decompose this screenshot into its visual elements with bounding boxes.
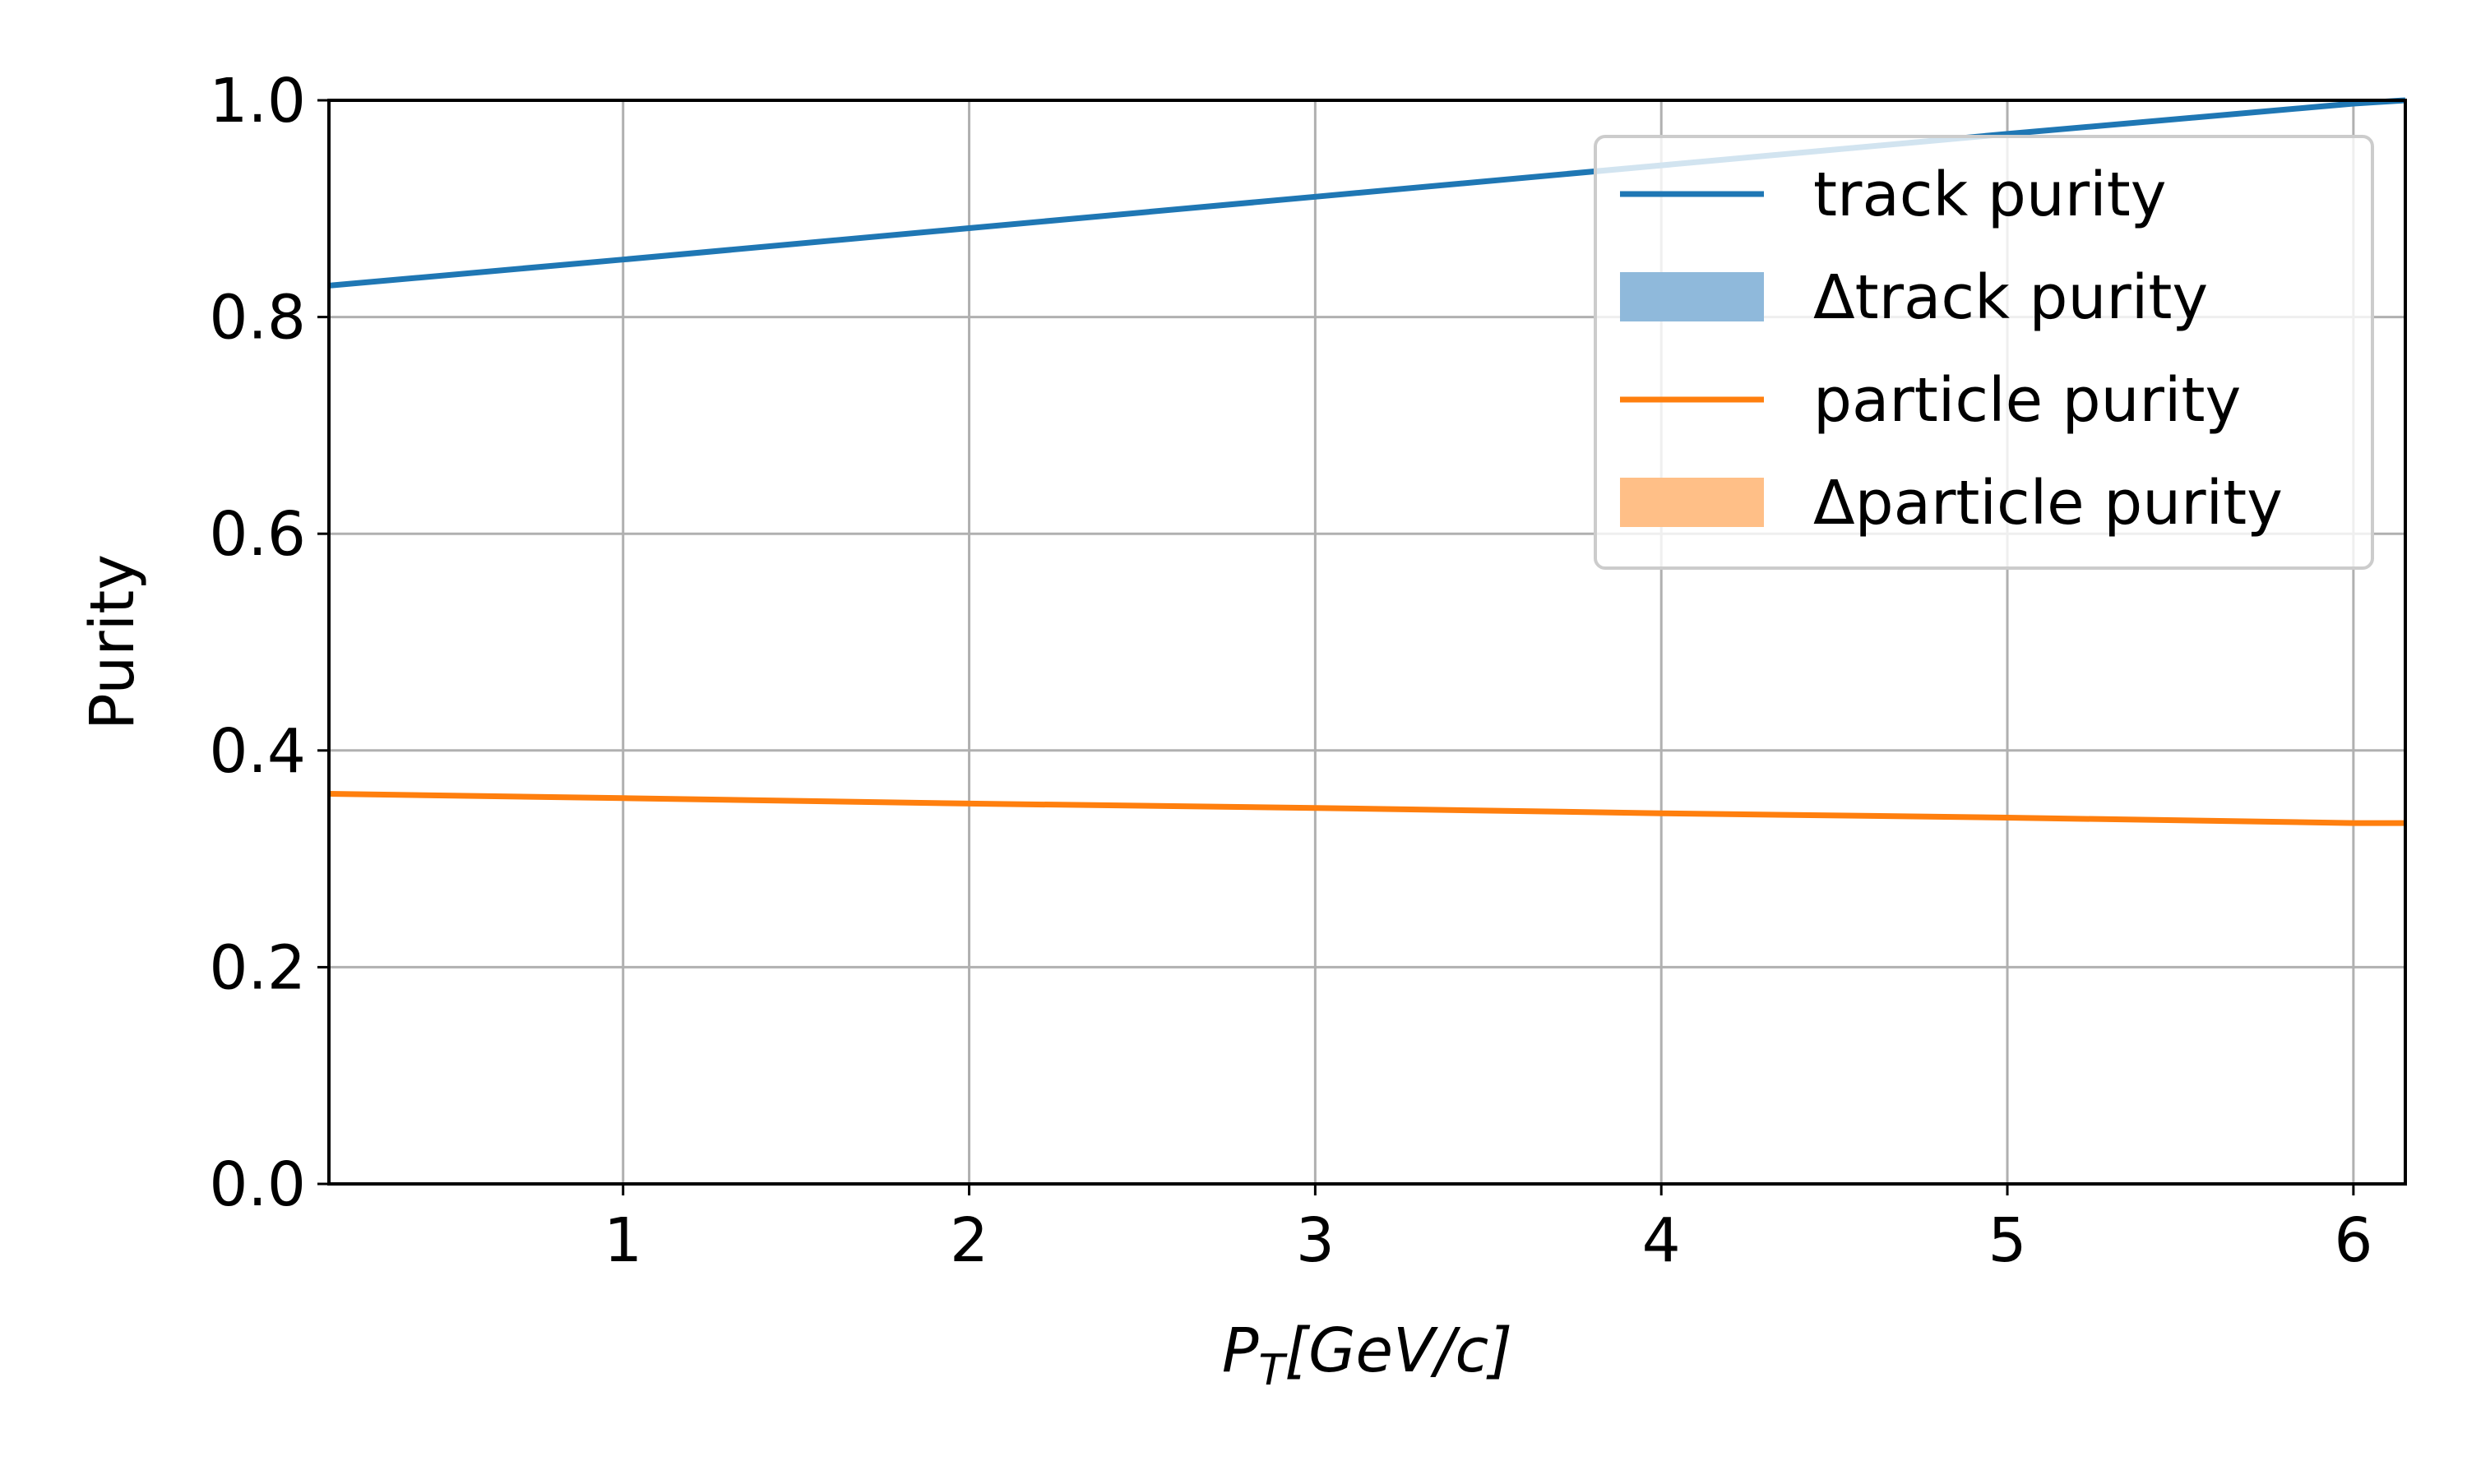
- y-tick-label: 0.6: [209, 499, 306, 570]
- y-tick-label: 1.0: [209, 66, 306, 136]
- x-tick-label: 3: [1296, 1205, 1335, 1276]
- legend-patch-swatch: [1620, 272, 1764, 321]
- legend-patch-swatch: [1620, 478, 1764, 527]
- series-lines: [329, 97, 2405, 826]
- legend-box: [1594, 135, 2374, 570]
- legend: track purity Δtrack purity particle purity…: [1594, 135, 2374, 570]
- y-tick-label: 0.4: [209, 716, 306, 787]
- x-tick-label: 1: [604, 1205, 642, 1276]
- y-tick-label: 0.0: [209, 1149, 306, 1220]
- x-axis-title: PT[GeV/c]: [1222, 1315, 1512, 1395]
- ticks: 1 2 3 4 5 6 0.0 0.2 0.4 0.6 0.8 1.0: [209, 66, 2372, 1276]
- legend-label: track purity: [1813, 159, 2167, 230]
- x-tick-label: 6: [2334, 1205, 2372, 1276]
- x-tick-label: 2: [950, 1205, 988, 1276]
- series-line-particle-purity: [329, 791, 2405, 826]
- legend-label: particle purity: [1813, 365, 2241, 436]
- legend-label: Δparticle purity: [1813, 468, 2283, 539]
- y-tick-label: 0.8: [209, 283, 306, 354]
- plot-frame: [327, 99, 2407, 1186]
- x-tick-label: 5: [1988, 1205, 2026, 1276]
- y-tick-label: 0.2: [209, 932, 306, 1003]
- x-tick-label: 4: [1642, 1205, 1681, 1276]
- legend-label: Δtrack purity: [1813, 262, 2208, 333]
- y-axis-title: Purity: [77, 554, 148, 730]
- series-line-track-purity: [329, 97, 2405, 289]
